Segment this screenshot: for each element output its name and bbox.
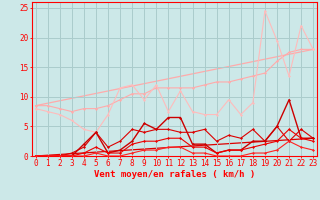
X-axis label: Vent moyen/en rafales ( km/h ): Vent moyen/en rafales ( km/h ) xyxy=(94,170,255,179)
